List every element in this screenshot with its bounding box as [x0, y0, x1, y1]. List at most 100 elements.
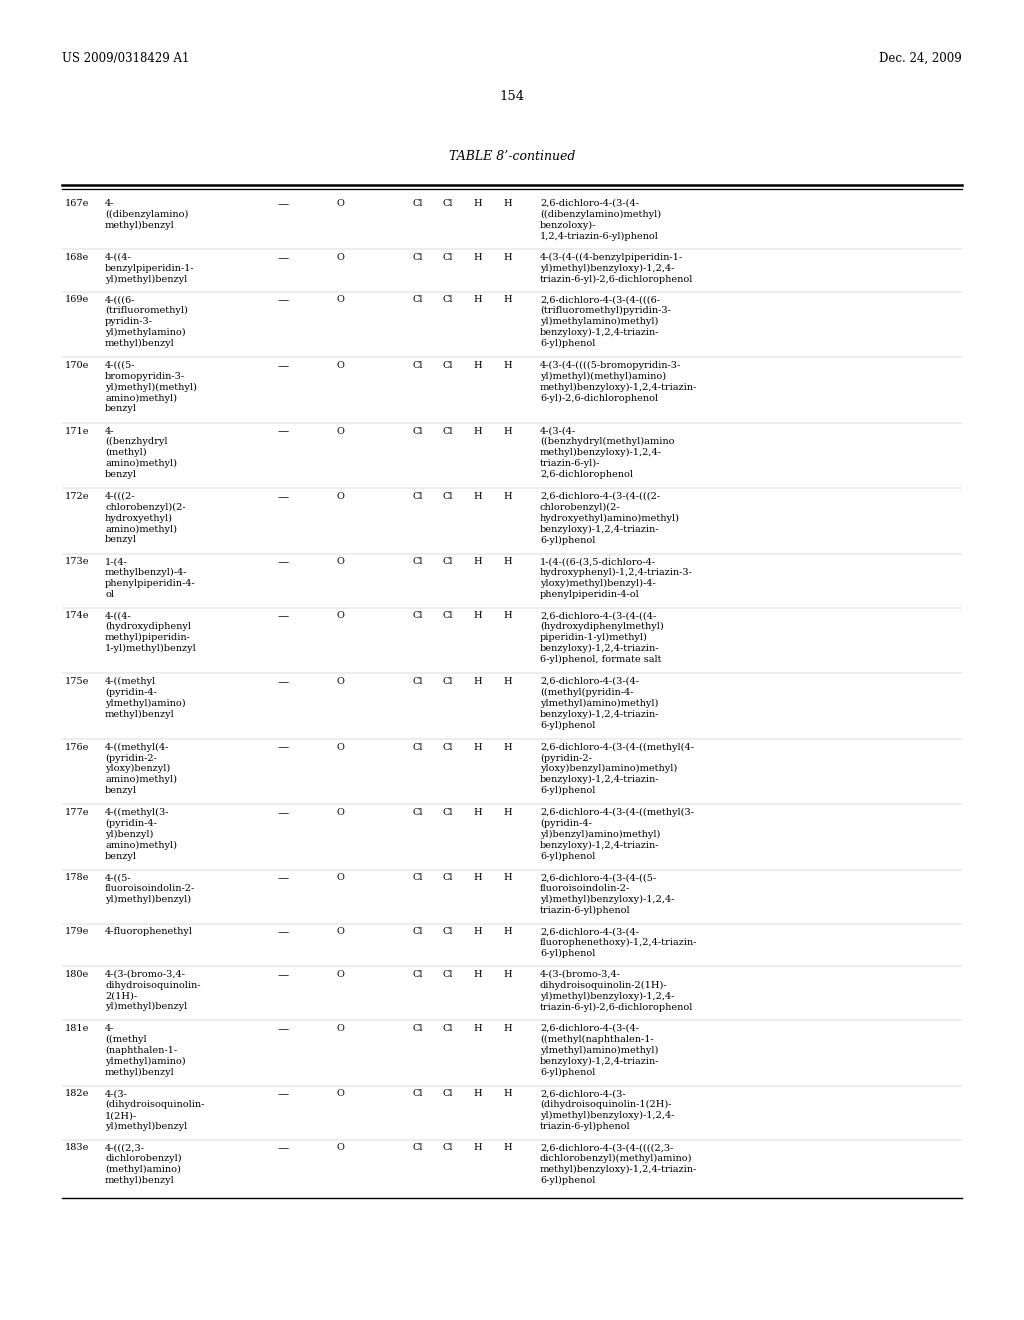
Text: H: H: [474, 557, 482, 566]
Text: O: O: [336, 677, 344, 686]
Text: Cl: Cl: [413, 253, 423, 261]
Text: 4-(3-(bromo-3,4-
dihydroisoquinolin-
2(1H)-
yl)methyl)benzyl: 4-(3-(bromo-3,4- dihydroisoquinolin- 2(1…: [105, 970, 201, 1011]
Text: H: H: [474, 1143, 482, 1152]
Text: Cl: Cl: [413, 928, 423, 936]
Text: Cl: Cl: [442, 360, 454, 370]
Text: Cl: Cl: [413, 970, 423, 979]
Text: O: O: [336, 611, 344, 620]
Text: Cl: Cl: [413, 199, 423, 209]
Text: Cl: Cl: [442, 426, 454, 436]
Text: O: O: [336, 1024, 344, 1034]
Text: 4-(((2,3-
dichlorobenzyl)
(methyl)amino)
methyl)benzyl: 4-(((2,3- dichlorobenzyl) (methyl)amino)…: [105, 1143, 181, 1185]
Text: Cl: Cl: [413, 557, 423, 566]
Text: —: —: [278, 199, 289, 209]
Text: 182e: 182e: [65, 1089, 89, 1098]
Text: 167e: 167e: [65, 199, 89, 209]
Text: H: H: [504, 199, 512, 209]
Text: O: O: [336, 360, 344, 370]
Text: 178e: 178e: [65, 874, 89, 883]
Text: 2,6-dichloro-4-(3-(4-
fluorophenethoxy)-1,2,4-triazin-
6-yl)phenol: 2,6-dichloro-4-(3-(4- fluorophenethoxy)-…: [540, 928, 697, 958]
Text: Cl: Cl: [442, 970, 454, 979]
Text: H: H: [504, 1089, 512, 1098]
Text: 4-(3-
(dihydroisoquinolin-
1(2H)-
yl)methyl)benzyl: 4-(3- (dihydroisoquinolin- 1(2H)- yl)met…: [105, 1089, 205, 1131]
Text: H: H: [504, 1024, 512, 1034]
Text: H: H: [504, 360, 512, 370]
Text: O: O: [336, 928, 344, 936]
Text: —: —: [278, 808, 289, 818]
Text: O: O: [336, 970, 344, 979]
Text: O: O: [336, 492, 344, 502]
Text: Cl: Cl: [442, 253, 454, 261]
Text: 174e: 174e: [65, 611, 89, 620]
Text: 4-(3-(4-
((benzhydryl(methyl)amino
methyl)benzyloxy)-1,2,4-
triazin-6-yl)-
2,6-d: 4-(3-(4- ((benzhydryl(methyl)amino methy…: [540, 426, 675, 479]
Text: H: H: [504, 296, 512, 305]
Text: H: H: [474, 1024, 482, 1034]
Text: 4-((4-
benzylpiperidin-1-
yl)methyl)benzyl: 4-((4- benzylpiperidin-1- yl)methyl)benz…: [105, 253, 195, 284]
Text: Cl: Cl: [413, 296, 423, 305]
Text: —: —: [278, 1143, 289, 1154]
Text: Cl: Cl: [442, 1089, 454, 1098]
Text: 4-(((6-
(trifluoromethyl)
pyridin-3-
yl)methylamino)
methyl)benzyl: 4-(((6- (trifluoromethyl) pyridin-3- yl)…: [105, 296, 187, 348]
Text: Cl: Cl: [413, 1024, 423, 1034]
Text: 2,6-dichloro-4-(3-
(dihydroisoquinolin-1(2H)-
yl)methyl)benzyloxy)-1,2,4-
triazi: 2,6-dichloro-4-(3- (dihydroisoquinolin-1…: [540, 1089, 675, 1131]
Text: —: —: [278, 426, 289, 437]
Text: —: —: [278, 557, 289, 568]
Text: —: —: [278, 492, 289, 502]
Text: 4-((4-
(hydroxydiphenyl
methyl)piperidin-
1-yl)methyl)benzyl: 4-((4- (hydroxydiphenyl methyl)piperidin…: [105, 611, 197, 653]
Text: 2,6-dichloro-4-(3-(4-
((methyl(naphthalen-1-
ylmethyl)amino)methyl)
benzyloxy)-1: 2,6-dichloro-4-(3-(4- ((methyl(naphthale…: [540, 1024, 659, 1077]
Text: —: —: [278, 874, 289, 883]
Text: 4-fluorophenethyl: 4-fluorophenethyl: [105, 928, 193, 936]
Text: —: —: [278, 360, 289, 371]
Text: 177e: 177e: [65, 808, 89, 817]
Text: Cl: Cl: [442, 492, 454, 502]
Text: O: O: [336, 874, 344, 883]
Text: H: H: [504, 742, 512, 751]
Text: H: H: [474, 808, 482, 817]
Text: H: H: [504, 677, 512, 686]
Text: 169e: 169e: [65, 296, 89, 305]
Text: O: O: [336, 296, 344, 305]
Text: 2,6-dichloro-4-(3-(4-((methyl(3-
(pyridin-4-
yl)benzyl)amino)methyl)
benzyloxy)-: 2,6-dichloro-4-(3-(4-((methyl(3- (pyridi…: [540, 808, 694, 861]
Text: H: H: [504, 874, 512, 883]
Text: 2,6-dichloro-4-(3-(4-
((methyl(pyridin-4-
ylmethyl)amino)methyl)
benzyloxy)-1,2,: 2,6-dichloro-4-(3-(4- ((methyl(pyridin-4…: [540, 677, 659, 730]
Text: Cl: Cl: [442, 557, 454, 566]
Text: 4-
((dibenzylamino)
methyl)benzyl: 4- ((dibenzylamino) methyl)benzyl: [105, 199, 188, 230]
Text: —: —: [278, 296, 289, 305]
Text: H: H: [504, 492, 512, 502]
Text: 183e: 183e: [65, 1143, 89, 1152]
Text: Cl: Cl: [442, 296, 454, 305]
Text: Cl: Cl: [413, 426, 423, 436]
Text: —: —: [278, 611, 289, 622]
Text: 4-
((benzhydryl
(methyl)
amino)methyl)
benzyl: 4- ((benzhydryl (methyl) amino)methyl) b…: [105, 426, 177, 479]
Text: —: —: [278, 253, 289, 263]
Text: TABLE 8’-continued: TABLE 8’-continued: [449, 150, 575, 162]
Text: US 2009/0318429 A1: US 2009/0318429 A1: [62, 51, 189, 65]
Text: 171e: 171e: [65, 426, 89, 436]
Text: 4-(3-(bromo-3,4-
dihydroisoquinolin-2(1H)-
yl)methyl)benzyloxy)-1,2,4-
triazin-6: 4-(3-(bromo-3,4- dihydroisoquinolin-2(1H…: [540, 970, 693, 1011]
Text: Cl: Cl: [442, 928, 454, 936]
Text: Cl: Cl: [442, 1143, 454, 1152]
Text: Dec. 24, 2009: Dec. 24, 2009: [880, 51, 962, 65]
Text: 154: 154: [500, 90, 524, 103]
Text: 175e: 175e: [65, 677, 89, 686]
Text: 2,6-dichloro-4-(3-(4-((methyl(4-
(pyridin-2-
yloxy)benzyl)amino)methyl)
benzylox: 2,6-dichloro-4-(3-(4-((methyl(4- (pyridi…: [540, 742, 694, 795]
Text: Cl: Cl: [413, 360, 423, 370]
Text: H: H: [474, 1089, 482, 1098]
Text: H: H: [504, 970, 512, 979]
Text: O: O: [336, 199, 344, 209]
Text: H: H: [474, 677, 482, 686]
Text: Cl: Cl: [413, 1089, 423, 1098]
Text: O: O: [336, 808, 344, 817]
Text: 1-(4-
methylbenzyl)-4-
phenylpiperidin-4-
ol: 1-(4- methylbenzyl)-4- phenylpiperidin-4…: [105, 557, 196, 599]
Text: —: —: [278, 928, 289, 937]
Text: H: H: [474, 928, 482, 936]
Text: O: O: [336, 557, 344, 566]
Text: H: H: [474, 874, 482, 883]
Text: 4-
((methyl
(naphthalen-1-
ylmethyl)amino)
methyl)benzyl: 4- ((methyl (naphthalen-1- ylmethyl)amin…: [105, 1024, 185, 1077]
Text: —: —: [278, 970, 289, 979]
Text: Cl: Cl: [413, 874, 423, 883]
Text: 179e: 179e: [65, 928, 89, 936]
Text: Cl: Cl: [413, 492, 423, 502]
Text: O: O: [336, 426, 344, 436]
Text: Cl: Cl: [413, 677, 423, 686]
